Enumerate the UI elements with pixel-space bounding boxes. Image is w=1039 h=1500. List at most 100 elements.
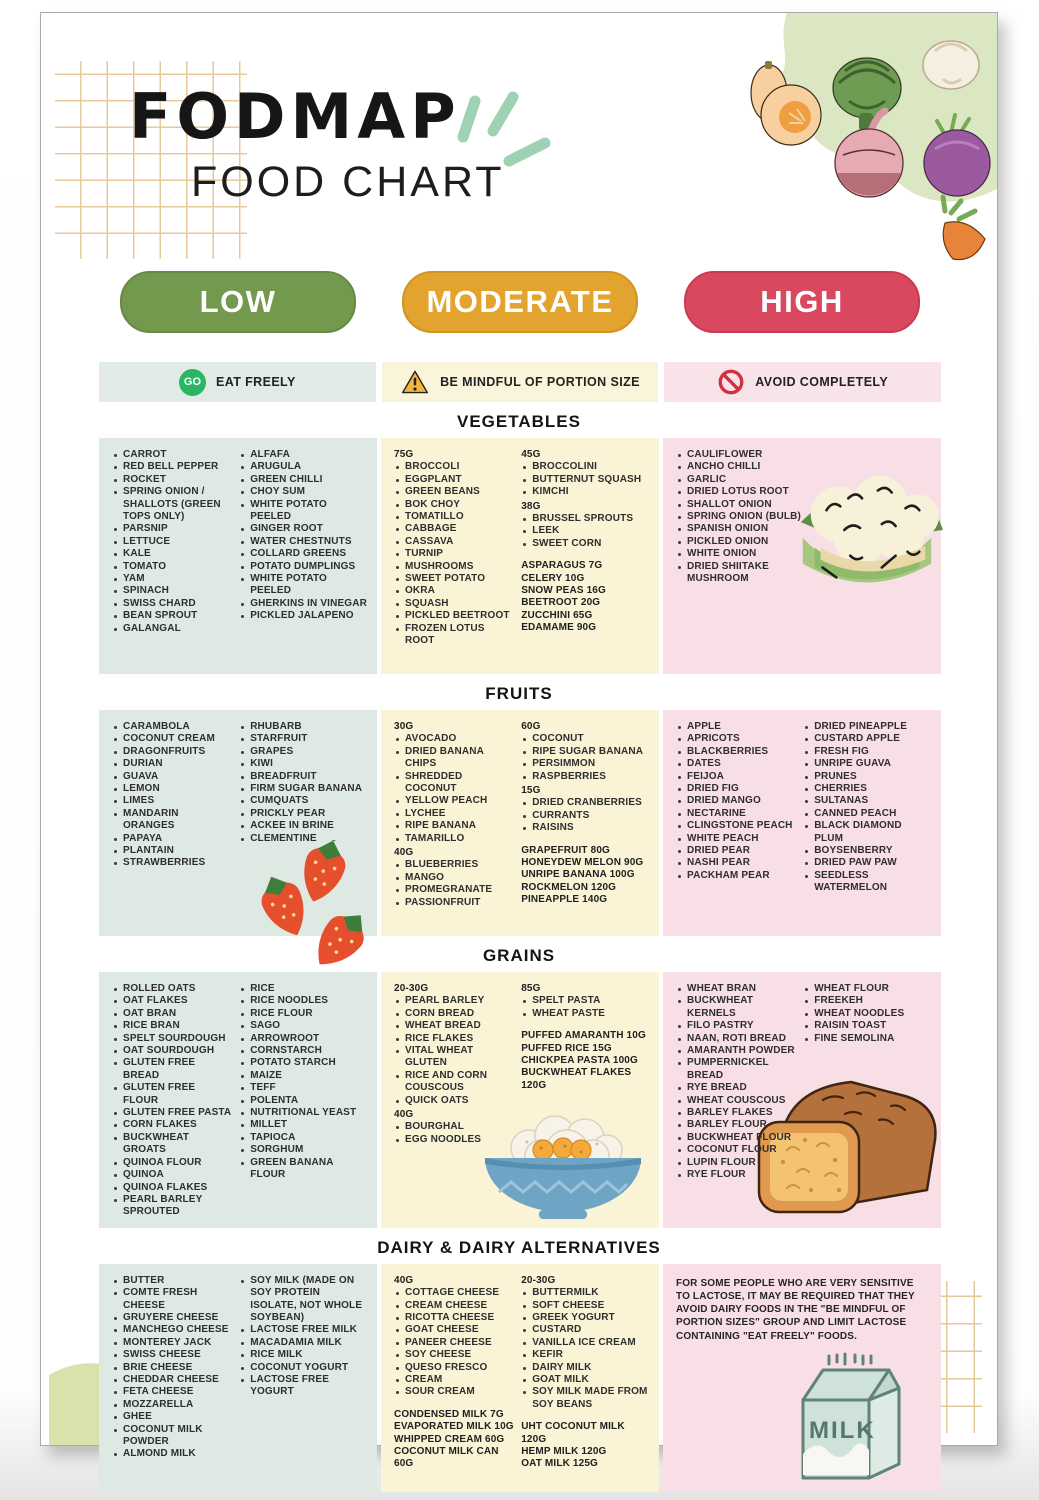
panel-dairy-low: BUTTER COMTE FRESH CHEESE GRUYERE CHEESE MA… bbox=[99, 1263, 377, 1492]
list-item: COCONUT FLOUR bbox=[676, 1144, 796, 1156]
legend-low-label: EAT FREELY bbox=[215, 375, 296, 389]
list-item: ARROWROOT bbox=[239, 1033, 369, 1045]
pill-moderate: MODERATE bbox=[402, 271, 638, 333]
panel-fruits-high: APPLE APRICOTS BLACKBERRIES DATES FEIJOA DRIE… bbox=[663, 710, 941, 936]
list-item: LACTOSE FREE MILK bbox=[239, 1324, 369, 1336]
milk-carton-illustration: MILK bbox=[801, 1352, 901, 1480]
list-item: RICE MILK bbox=[239, 1349, 369, 1361]
panel-column: BUTTER COMTE FRESH CHEESE GRUYERE CHEESE MA… bbox=[112, 1275, 232, 1461]
list-item: FILO PASTRY bbox=[676, 1020, 796, 1032]
portion-line: EVAPORATED MILK 10G bbox=[394, 1421, 514, 1433]
portion-line: COCONUT MILK CAN 60G bbox=[394, 1446, 499, 1470]
list-item: GOAT CHEESE bbox=[394, 1324, 514, 1336]
list-item: RICE FLOUR bbox=[239, 1008, 369, 1020]
list-item: KIWI bbox=[239, 758, 369, 770]
list-item: CAULIFLOWER bbox=[676, 449, 817, 461]
list-item: SULTANAS bbox=[803, 795, 933, 807]
list-item: QUINOA FLAKES bbox=[112, 1182, 232, 1194]
panel-columns: CARROT RED BELL PEPPER ROCKET SPRING ONION … bbox=[112, 449, 369, 635]
list-item: PLANTAIN bbox=[112, 845, 232, 857]
list-item: GRAPES bbox=[239, 746, 369, 758]
portion-line: BEETROOT 20G bbox=[521, 597, 601, 609]
panel-columns: CARAMBOLA COCONUT CREAM DRAGONFRUITS DURIAN… bbox=[112, 721, 369, 870]
list-item: DATES bbox=[676, 758, 796, 770]
panel-columns: CAULIFLOWER ANCHO CHILLI GARLIC DRIED LOTUS… bbox=[676, 449, 933, 585]
panel-column: APPLE APRICOTS BLACKBERRIES DATES FEIJOA DRIE… bbox=[676, 721, 796, 895]
list-item: DRIED FIG bbox=[676, 783, 796, 795]
bullet-list: DRIED CRANBERRIES CURRANTS RAISINS bbox=[521, 797, 651, 834]
list-item: BROCCOLI bbox=[394, 461, 514, 473]
portion-lines: UHT COCONUT MILK 120G HEMP MILK 120G OAT M… bbox=[521, 1421, 651, 1471]
list-item: ROLLED OATS bbox=[112, 983, 232, 995]
portion-line: OAT MILK 125G bbox=[521, 1458, 598, 1470]
list-item: GALANGAL bbox=[112, 623, 232, 635]
list-item: VITAL WHEAT GLUTEN bbox=[394, 1045, 514, 1070]
list-item: BOURGHAL bbox=[394, 1121, 514, 1133]
list-item: MAIZE bbox=[239, 1070, 369, 1082]
category-pills: LOW MODERATE HIGH bbox=[99, 271, 941, 333]
panel-column: RICE RICE NOODLES RICE FLOUR SAGO ARROWROOT C… bbox=[239, 983, 369, 1219]
list-item: PUMPERNICKEL BREAD bbox=[676, 1057, 796, 1082]
list-item: DAIRY MILK bbox=[521, 1362, 651, 1374]
list-item: RHUBARB bbox=[239, 721, 369, 733]
portion-line: WHIPPED CREAM 60G bbox=[394, 1433, 505, 1445]
list-item: BUTTERNUT SQUASH bbox=[521, 474, 651, 486]
list-item: RED BELL PEPPER bbox=[112, 461, 232, 473]
panel-fruits-moderate: 30G AVOCADO DRIED BANANA CHIPS SHREDDED COC… bbox=[381, 710, 659, 936]
list-item: WHITE PEACH bbox=[676, 833, 796, 845]
list-item: YAM bbox=[112, 573, 232, 585]
list-item: SOY MILK (MADE ON SOY PROTEIN ISOLATE, N… bbox=[239, 1275, 369, 1325]
panel-grains-low: ROLLED OATS OAT FLAKES OAT BRAN RICE BRAN SP… bbox=[99, 972, 377, 1228]
list-item: SPRING ONION (BULB) bbox=[676, 511, 817, 523]
list-item: AVOCADO bbox=[394, 733, 514, 745]
list-item: PICKLED ONION bbox=[676, 536, 817, 548]
list-item: NECTARINE bbox=[676, 808, 796, 820]
list-item: TOMATILLO bbox=[394, 511, 514, 523]
pill-high: HIGH bbox=[684, 271, 920, 333]
list-item: ARUGULA bbox=[239, 461, 369, 473]
list-item: MILLET bbox=[239, 1119, 369, 1131]
page-subtitle: FOOD CHART bbox=[191, 158, 505, 206]
list-item: SPRING ONION / SHALLOTS (GREEN TOPS ONLY… bbox=[112, 486, 232, 523]
list-item: ALFAFA bbox=[239, 449, 369, 461]
list-item: GLUTEN FREE FLOUR bbox=[112, 1082, 232, 1107]
portion-lines: CONDENSED MILK 7G EVAPORATED MILK 10G WHIP… bbox=[394, 1409, 514, 1471]
list-item: CUSTARD bbox=[521, 1324, 651, 1336]
portion-line: UNRIPE BANANA 100G bbox=[521, 869, 635, 881]
panel-fruits-low: CARAMBOLA COCONUT CREAM DRAGONFRUITS DURIAN… bbox=[99, 710, 377, 965]
list-item: SWISS CHARD bbox=[112, 598, 232, 610]
list-item: COMTE FRESH CHEESE bbox=[112, 1287, 232, 1312]
poster-header: FODMAP FOOD CHART bbox=[41, 13, 997, 259]
portion-size-header: 15G bbox=[521, 785, 541, 797]
list-item: MUSHROOMS bbox=[394, 561, 514, 573]
dairy-high-note: FOR SOME PEOPLE WHO ARE VERY SENSITIVE T… bbox=[676, 1277, 915, 1342]
list-item: SHREDDED COCONUT bbox=[394, 771, 514, 796]
list-item: SPELT PASTA bbox=[521, 995, 651, 1007]
list-item: KIMCHI bbox=[521, 486, 651, 498]
strawberries-illustration bbox=[261, 840, 364, 965]
portion-size-header: 60G bbox=[521, 721, 541, 732]
list-item: POLENTA bbox=[239, 1095, 369, 1107]
panel-grains-moderate: 20-30G PEARL BARLEY CORN BREAD WHEAT BREAD R… bbox=[381, 972, 659, 1228]
go-badge-icon: GO bbox=[178, 368, 206, 396]
bullet-list: WHEAT BRAN BUCKWHEAT KERNELS FILO PASTRY NA… bbox=[676, 983, 796, 1182]
list-item: STRAWBERRIES bbox=[112, 857, 232, 869]
panel-columns: 20-30G PEARL BARLEY CORN BREAD WHEAT BREAD R… bbox=[394, 983, 651, 1146]
list-item: UNRIPE GUAVA bbox=[803, 758, 933, 770]
panel-column: DRIED PINEAPPLE CUSTARD APPLE FRESH FIG UNR… bbox=[803, 721, 933, 895]
list-item: RICE BRAN bbox=[112, 1020, 232, 1032]
list-item: COCONUT YOGURT bbox=[239, 1362, 369, 1374]
list-item: GLUTEN FREE BREAD bbox=[112, 1057, 232, 1082]
panel-columns: 40G COTTAGE CHEESE CREAM CHEESE RICOTTA CHE… bbox=[394, 1275, 651, 1471]
fodmap-poster: FODMAP FOOD CHART LOW MODERATE HIGH GO E… bbox=[40, 12, 998, 1492]
list-item: QUINOA bbox=[112, 1169, 232, 1181]
panel-row-vegetables: CARROT RED BELL PEPPER ROCKET SPRING ONION … bbox=[99, 438, 944, 674]
portion-line: PINEAPPLE 140G bbox=[521, 894, 608, 906]
panel-row-dairy: BUTTER COMTE FRESH CHEESE GRUYERE CHEESE MA… bbox=[99, 1263, 941, 1492]
bullet-list: BOURGHAL EGG NOODLES bbox=[394, 1121, 514, 1146]
panel-columns: ROLLED OATS OAT FLAKES OAT BRAN RICE BRAN SP… bbox=[112, 983, 369, 1219]
list-item: FREEKEH bbox=[803, 995, 933, 1007]
portion-lines: GRAPEFRUIT 80G HONEYDEW MELON 90G UNRIPE B… bbox=[521, 845, 651, 907]
list-item: CREAM bbox=[394, 1374, 514, 1386]
list-item: DRIED LOTUS ROOT bbox=[676, 486, 817, 498]
